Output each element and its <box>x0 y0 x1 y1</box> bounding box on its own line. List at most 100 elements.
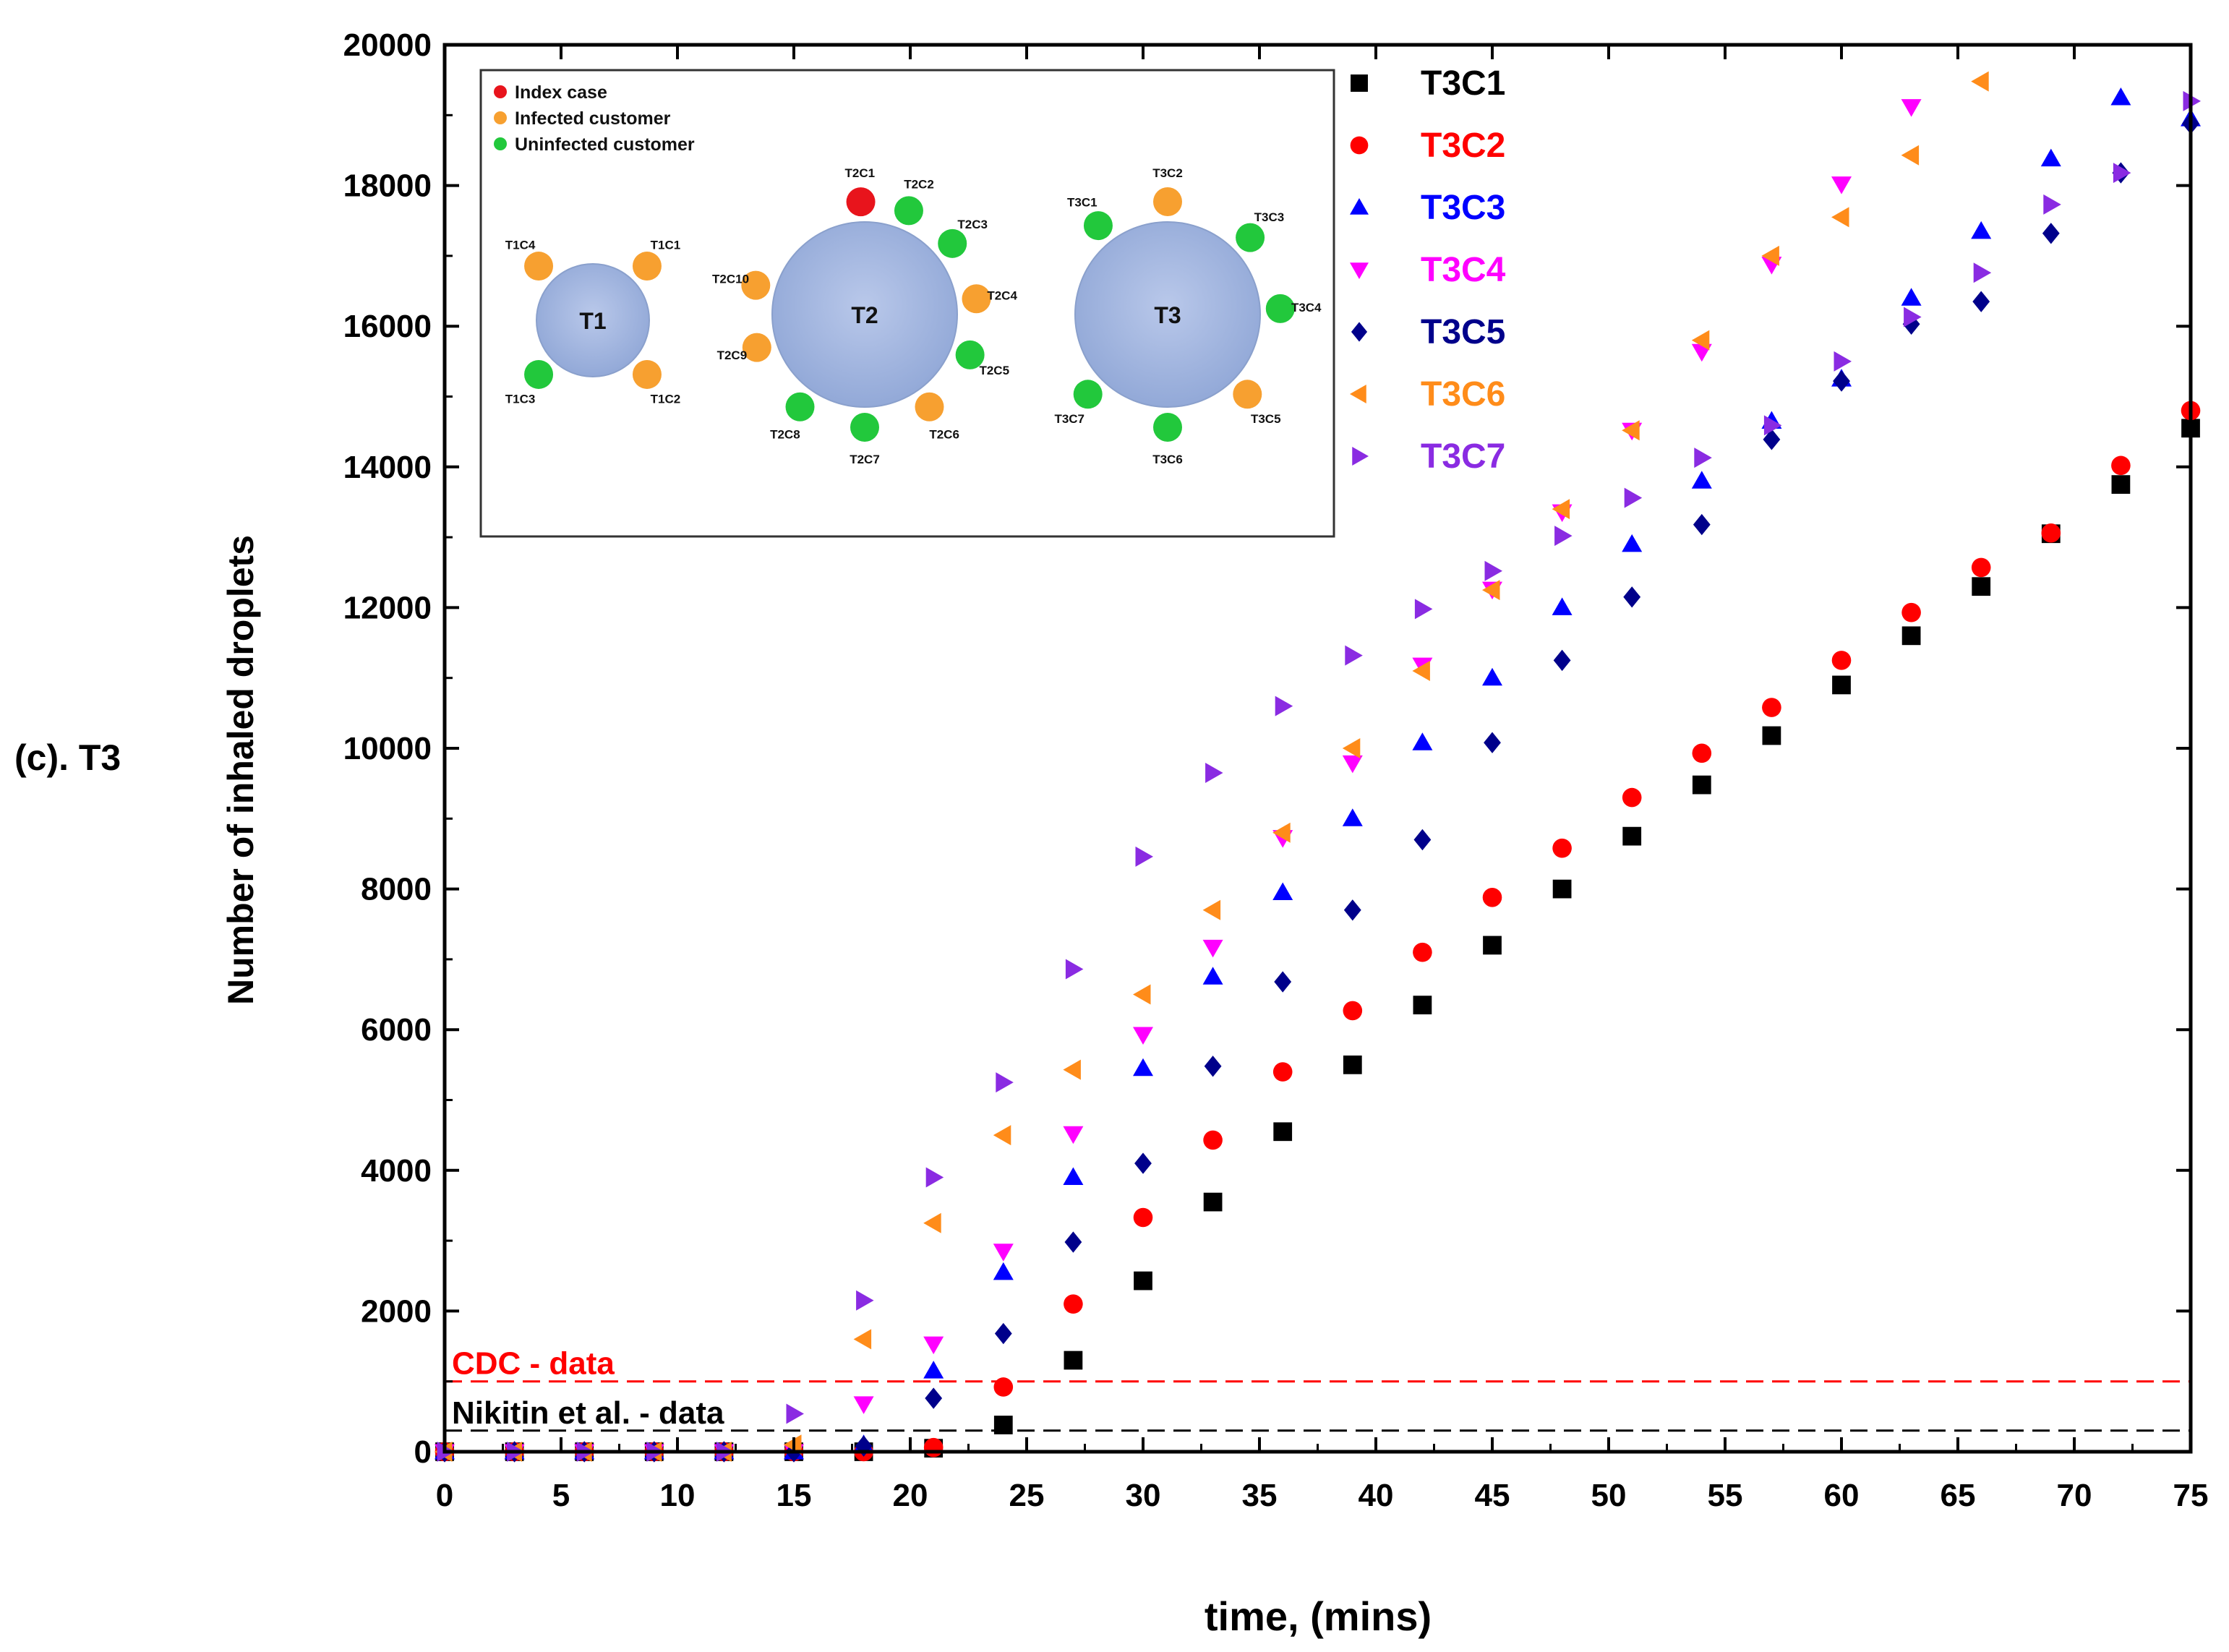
seat-label: T2C10 <box>712 272 749 286</box>
data-point <box>1064 1231 1082 1253</box>
x-tick-label: 20 <box>893 1478 928 1513</box>
y-tick-label: 8000 <box>361 872 432 907</box>
data-point <box>1064 1351 1083 1370</box>
x-tick-label: 50 <box>1591 1478 1627 1513</box>
seat-label: T2C6 <box>929 427 959 441</box>
data-point <box>1552 499 1570 520</box>
data-point <box>1971 221 1992 239</box>
x-axis-label: time, (mins) <box>1205 1593 1432 1639</box>
data-point <box>1694 448 1712 468</box>
seat-uninfected <box>1265 294 1295 323</box>
legend-marker <box>1351 322 1368 342</box>
data-point <box>1624 487 1643 508</box>
x-tick-label: 5 <box>552 1478 570 1513</box>
inset-legend-dot <box>494 85 507 98</box>
data-point <box>1691 330 1710 351</box>
data-point <box>1901 145 1920 166</box>
seat-label: T2C9 <box>717 348 748 362</box>
data-point <box>2040 148 2061 167</box>
data-point <box>855 1435 873 1457</box>
legend-label: T3C1 <box>1421 64 1505 103</box>
data-point <box>853 1329 872 1350</box>
y-tick-label: 0 <box>414 1434 432 1470</box>
data-point <box>1413 996 1432 1015</box>
legend-label: T3C3 <box>1421 189 1505 227</box>
data-point <box>1202 939 1223 958</box>
reference-line-label: CDC - data <box>452 1346 615 1382</box>
y-tick-label: 16000 <box>343 309 432 344</box>
data-point <box>1901 626 1921 646</box>
data-point <box>1414 599 1433 620</box>
data-point <box>1833 370 1850 392</box>
data-point <box>1693 513 1711 536</box>
seat-uninfected <box>955 340 985 369</box>
data-point <box>1692 775 1711 795</box>
table-circle <box>1074 221 1261 408</box>
data-point <box>1831 207 1849 228</box>
data-point <box>1971 557 1991 578</box>
data-point <box>1552 879 1572 899</box>
data-point <box>993 1244 1014 1262</box>
data-point <box>923 1212 941 1233</box>
data-point <box>2113 163 2131 184</box>
seat-label: T2C1 <box>845 166 876 180</box>
legend-label: T3C4 <box>1421 251 1506 289</box>
data-point <box>1622 534 1643 552</box>
table-label: T1 <box>579 308 606 334</box>
legend-marker <box>1350 198 1369 215</box>
data-point <box>1904 307 1922 328</box>
data-point <box>856 1290 874 1311</box>
data-point <box>1832 675 1851 695</box>
data-point <box>1412 732 1433 750</box>
x-tick-label: 75 <box>2173 1478 2209 1513</box>
inset-legend-dot <box>494 137 507 150</box>
seat-label: T3C3 <box>1254 210 1285 224</box>
data-point <box>1482 887 1502 907</box>
x-tick-label: 10 <box>660 1478 696 1513</box>
data-point <box>1063 1167 1084 1186</box>
seat-uninfected <box>1073 380 1103 409</box>
seat-infected <box>742 333 771 362</box>
seat-label: T2C8 <box>770 427 800 441</box>
x-tick-label: 45 <box>1475 1478 1510 1513</box>
y-axis-label: Number of inhaled droplets <box>221 535 261 1005</box>
inset-legend-label: Uninfected customer <box>515 134 695 155</box>
seat-infected <box>524 252 554 281</box>
data-point <box>1484 560 1502 581</box>
data-point <box>1345 645 1363 666</box>
x-tick-label: 65 <box>1941 1478 1976 1513</box>
data-point <box>1204 1056 1222 1077</box>
x-tick-label: 55 <box>1708 1478 1743 1513</box>
legend-label: T3C7 <box>1421 437 1505 476</box>
seat-label: T1C2 <box>651 392 681 406</box>
data-point <box>1834 351 1852 372</box>
seat-uninfected <box>524 359 554 389</box>
data-point <box>1133 1207 1153 1228</box>
x-tick-label: 0 <box>436 1478 453 1513</box>
data-point <box>1901 99 1922 117</box>
data-point <box>1343 899 1361 921</box>
legend-marker <box>1350 262 1369 279</box>
data-point <box>1761 245 1779 266</box>
data-point <box>1133 984 1151 1005</box>
data-point <box>925 1167 944 1188</box>
seat-label: T1C3 <box>505 392 536 406</box>
seat-label: T1C4 <box>505 239 536 252</box>
x-axis-ticks: 0 5 10 15 20 25 30 35 40 45 50 55 60 65 70 75 <box>436 45 2209 1513</box>
data-point <box>993 1262 1014 1280</box>
seat-label: T3C1 <box>1067 196 1098 210</box>
data-point <box>1342 738 1361 758</box>
x-tick-label: 30 <box>1126 1478 1161 1513</box>
data-point <box>1762 698 1781 717</box>
y-tick-label: 4000 <box>361 1153 432 1189</box>
data-point <box>2111 455 2131 476</box>
data-point <box>1901 602 1921 622</box>
y-tick-label: 2000 <box>361 1293 432 1329</box>
inset-table-T1: T1 T1C1 T1C2 T1C3 T1C4 <box>505 239 680 406</box>
inset-legend-label: Infected customer <box>515 108 671 129</box>
data-point <box>1343 1055 1362 1074</box>
reference-line-label: Nikitin et al. - data <box>452 1395 724 1431</box>
data-point <box>2042 223 2060 244</box>
data-point <box>1202 899 1221 920</box>
seat-infected <box>915 392 944 421</box>
